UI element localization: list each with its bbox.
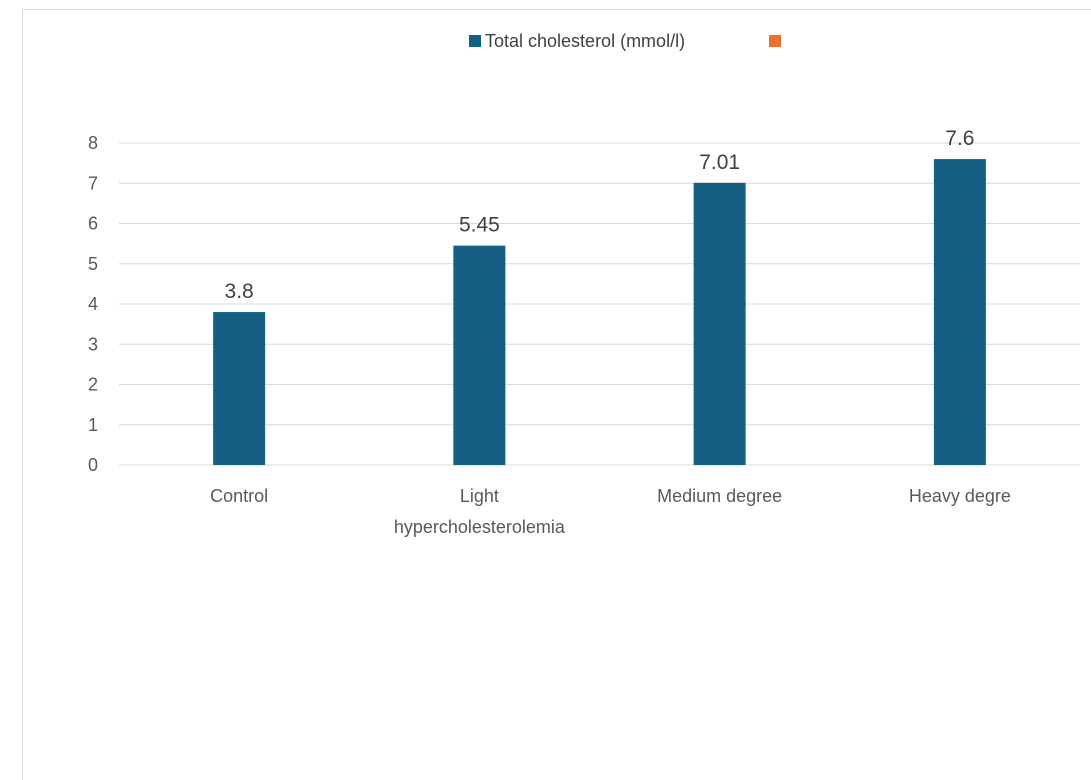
bar <box>933 159 986 465</box>
x-tick-label: Heavy degre <box>909 486 1011 506</box>
x-tick-label: Control <box>210 486 268 506</box>
legend-swatch-total-cholesterol <box>469 35 481 47</box>
chart-frame <box>22 9 1091 780</box>
bar <box>453 245 506 465</box>
data-label: 3.8 <box>225 280 254 303</box>
legend-item-total-cholesterol: Total cholesterol (mmol/l) <box>469 29 685 53</box>
gridlines <box>119 142 1080 466</box>
x-tick-label: Medium degree <box>657 486 782 506</box>
bar <box>213 312 266 465</box>
data-label: 7.6 <box>945 127 974 150</box>
y-tick-label: 5 <box>88 254 98 274</box>
y-tick-label: 0 <box>88 455 98 475</box>
y-tick-label: 2 <box>88 375 98 395</box>
legend: Total cholesterol (mmol/l) <box>0 29 1091 53</box>
x-tick-label: hypercholesterolemia <box>394 517 566 537</box>
data-label: 7.01 <box>699 151 740 174</box>
y-tick-label: 4 <box>88 294 98 314</box>
x-axis-labels: Control Light hypercholesterolemia Medium d… <box>210 486 1011 537</box>
data-label: 5.45 <box>459 214 500 237</box>
legend-label-total-cholesterol: Total cholesterol (mmol/l) <box>485 30 686 51</box>
y-tick-label: 8 <box>88 133 98 153</box>
legend-swatch-unnamed-series <box>769 35 781 47</box>
y-tick-label: 7 <box>88 173 98 193</box>
y-tick-label: 3 <box>88 334 98 354</box>
y-tick-label: 6 <box>88 214 98 234</box>
x-tick-label: Light <box>460 486 499 506</box>
y-tick-label: 1 <box>88 415 98 435</box>
legend-item-unnamed-series <box>769 29 781 53</box>
y-axis-ticks: 0 1 2 3 4 5 6 7 8 <box>88 133 98 475</box>
bars <box>213 159 986 465</box>
bar <box>693 182 746 465</box>
data-labels: 3.8 5.45 7.01 7.6 <box>225 127 975 303</box>
